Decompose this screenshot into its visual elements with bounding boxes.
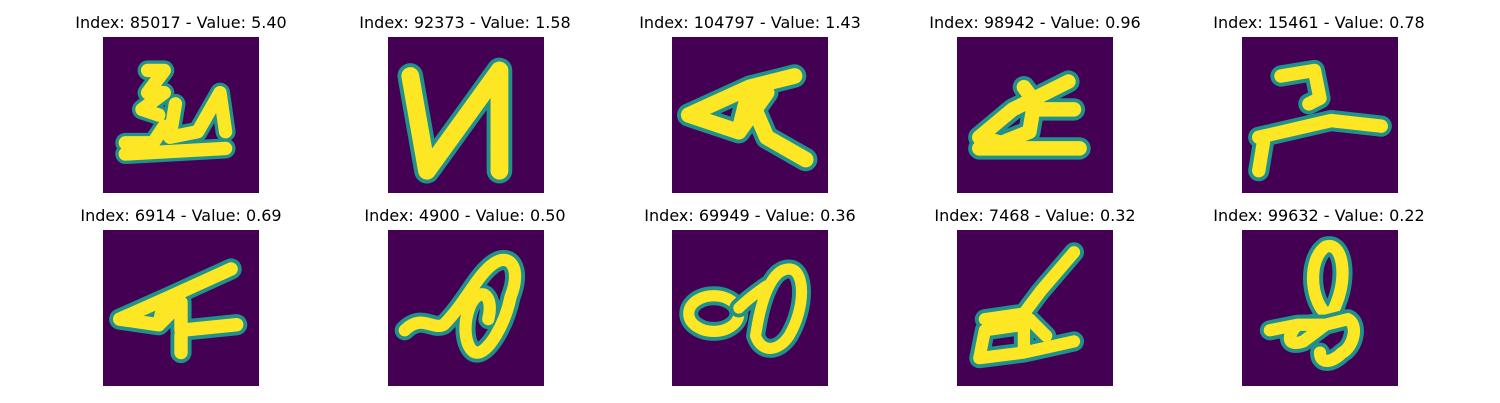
panel-2: Index: 92373 - Value: 1.58: [315, 10, 615, 210]
panel-image: [957, 230, 1113, 386]
panel-image: [388, 230, 544, 386]
panel-8: Index: 69949 - Value: 0.36: [600, 203, 900, 403]
glyph-image: [394, 250, 525, 363]
panel-title: Index: 69949 - Value: 0.36: [644, 206, 856, 225]
panel-image: [103, 230, 259, 386]
panel-6: Index: 6914 - Value: 0.69: [31, 203, 331, 403]
panel-7: Index: 4900 - Value: 0.50: [315, 203, 615, 403]
glyph-image: [679, 259, 811, 358]
panel-3: Index: 104797 - Value: 1.43: [600, 10, 900, 210]
panel-image: [1242, 37, 1398, 193]
glyph-image: [109, 258, 248, 364]
panel-title: Index: 92373 - Value: 1.58: [359, 13, 571, 32]
panel-9: Index: 7468 - Value: 0.32: [885, 203, 1185, 403]
panel-image: [672, 230, 828, 386]
panel-image: [957, 37, 1113, 193]
panel-title: Index: 15461 - Value: 0.78: [1213, 13, 1425, 32]
panel-1: Index: 85017 - Value: 5.40: [31, 10, 331, 210]
panel-image: [103, 37, 259, 193]
glyph-image: [968, 70, 1091, 160]
panel-image: [672, 37, 828, 193]
panel-image: [388, 37, 544, 193]
panel-title: Index: 99632 - Value: 0.22: [1213, 206, 1425, 225]
glyph-image: [677, 64, 818, 172]
panel-title: Index: 4900 - Value: 0.50: [364, 206, 566, 225]
panel-title: Index: 104797 - Value: 1.43: [639, 13, 861, 32]
glyph-image: [1259, 236, 1364, 371]
panel-title: Index: 7468 - Value: 0.32: [934, 206, 1136, 225]
panel-5: Index: 15461 - Value: 0.78: [1169, 10, 1469, 210]
panel-title: Index: 6914 - Value: 0.69: [80, 206, 282, 225]
panel-title: Index: 98942 - Value: 0.96: [929, 13, 1141, 32]
glyph-image: [1248, 59, 1392, 182]
panel-title: Index: 85017 - Value: 5.40: [75, 13, 287, 32]
panel-4: Index: 98942 - Value: 0.96: [885, 10, 1185, 210]
glyph-image: [115, 60, 236, 165]
glyph-image: [397, 57, 513, 184]
panel-10: Index: 99632 - Value: 0.22: [1169, 203, 1469, 403]
glyph-image: [969, 242, 1085, 369]
panel-image: [1242, 230, 1398, 386]
